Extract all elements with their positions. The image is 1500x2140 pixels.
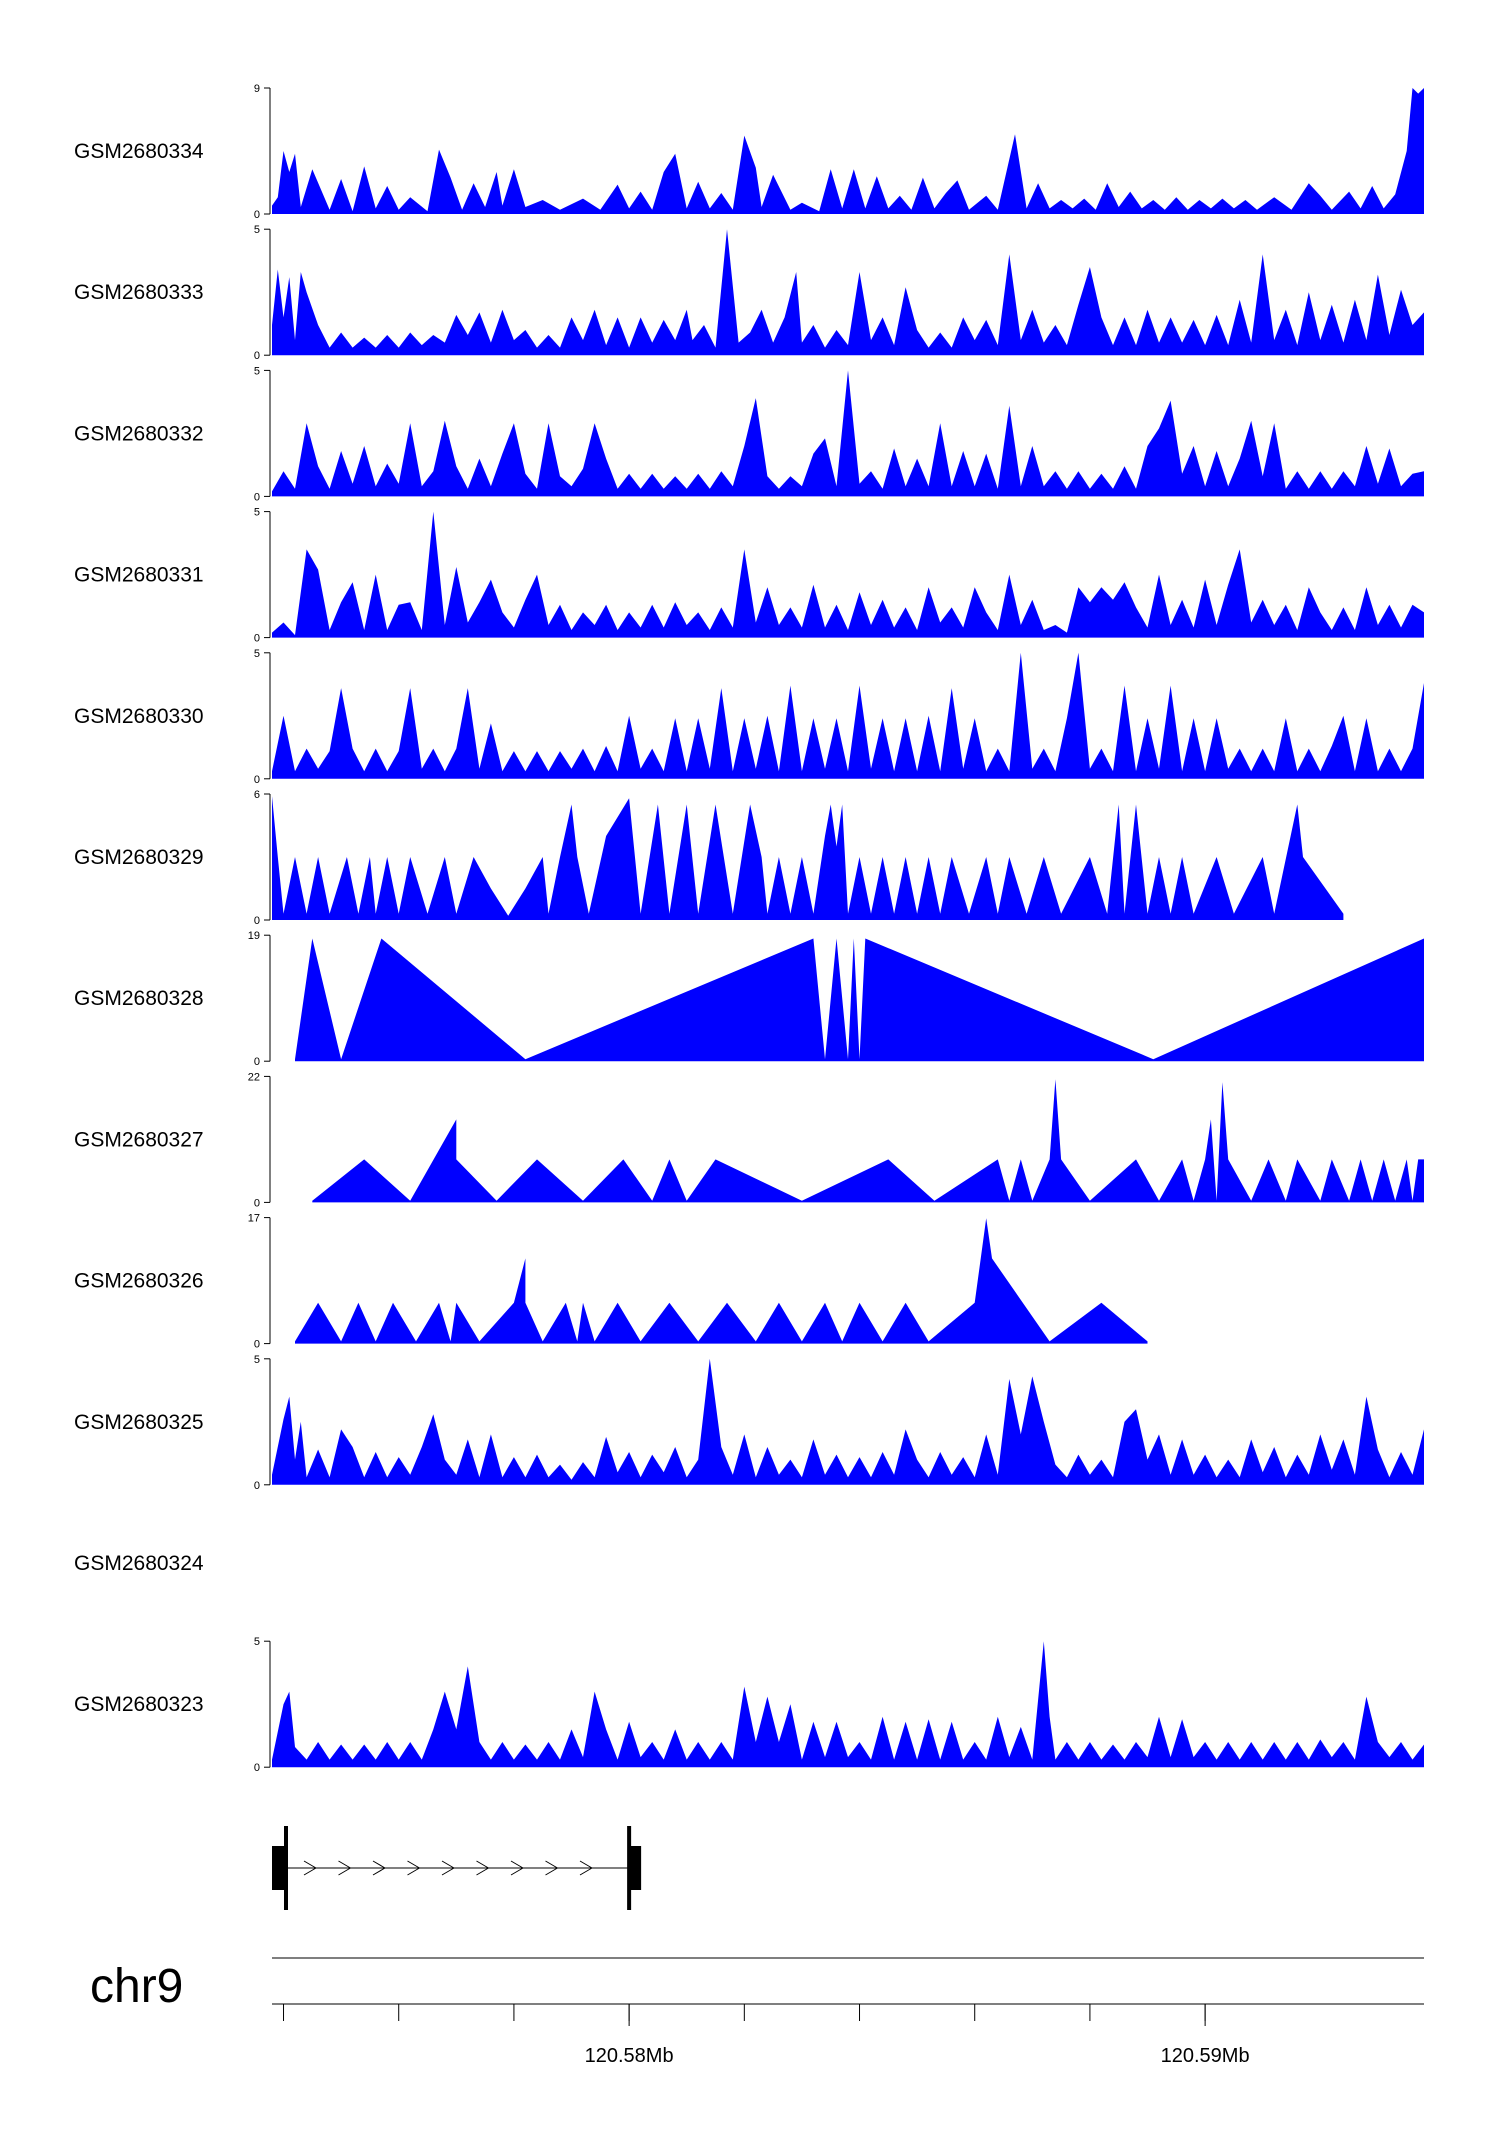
strand-chevron xyxy=(441,1860,455,1876)
signal-area xyxy=(272,796,1344,920)
y-axis-min-label: 0 xyxy=(254,1480,260,1492)
track-GSM2680329: GSM2680329 6 0 xyxy=(74,789,1344,927)
y-axis-min-label: 0 xyxy=(254,209,260,221)
signal-area xyxy=(272,1358,1424,1485)
track-GSM2680332: GSM2680332 5 0 xyxy=(74,365,1424,503)
track-label: GSM2680324 xyxy=(74,1552,204,1575)
chromosome-label: chr9 xyxy=(90,1960,183,2013)
y-axis-min-label: 0 xyxy=(254,1762,260,1774)
y-axis-min-label: 0 xyxy=(254,1197,260,1209)
y-axis-max-label: 5 xyxy=(254,1354,260,1366)
x-axis-tick-label: 120.59Mb xyxy=(1161,2045,1250,2067)
gene-boundary-bar xyxy=(284,1826,288,1910)
y-axis-max-label: 6 xyxy=(254,789,260,801)
y-axis-min-label: 0 xyxy=(254,1056,260,1068)
track-GSM2680323: GSM2680323 5 0 xyxy=(74,1636,1424,1774)
strand-chevron xyxy=(476,1860,489,1876)
strand-chevron xyxy=(545,1860,558,1876)
track-GSM2680333: GSM2680333 5 0 xyxy=(74,224,1424,362)
strand-chevron xyxy=(510,1860,524,1876)
track-label: GSM2680329 xyxy=(74,846,204,869)
track-label: GSM2680327 xyxy=(74,1128,204,1151)
signal-area xyxy=(272,511,1424,638)
track-label: GSM2680331 xyxy=(74,564,204,587)
track-GSM2680331: GSM2680331 5 0 xyxy=(74,507,1424,645)
signal-tracks: GSM268033490GSM268033350GSM268033250GSM2… xyxy=(74,83,1424,1774)
y-axis-max-label: 22 xyxy=(248,1071,260,1083)
x-axis-tick-label: 120.58Mb xyxy=(585,2045,674,2067)
y-axis-max-label: 5 xyxy=(254,224,260,236)
y-axis-max-label: 5 xyxy=(254,507,260,519)
y-axis-max-label: 19 xyxy=(248,930,260,942)
track-GSM2680325: GSM2680325 5 0 xyxy=(74,1354,1424,1492)
track-GSM2680328: GSM2680328 19 0 xyxy=(74,930,1424,1068)
track-label: GSM2680332 xyxy=(74,422,204,445)
signal-area xyxy=(272,88,1424,214)
y-axis-max-label: 5 xyxy=(254,648,260,660)
y-axis-min-label: 0 xyxy=(254,350,260,362)
signal-area xyxy=(295,1218,1148,1344)
y-axis-min-label: 0 xyxy=(254,633,260,645)
y-axis-min-label: 0 xyxy=(254,1339,260,1351)
y-axis-max-label: 17 xyxy=(248,1213,260,1225)
gene-boundary-bar xyxy=(627,1826,632,1910)
signal-area xyxy=(272,652,1424,779)
y-axis-min-label: 0 xyxy=(254,915,260,927)
track-label: GSM2680326 xyxy=(74,1270,204,1293)
track-GSM2680324: GSM2680324 xyxy=(74,1552,204,1575)
gene-exon xyxy=(629,1846,642,1890)
track-label: GSM2680323 xyxy=(74,1693,204,1716)
y-axis-min-label: 0 xyxy=(254,491,260,503)
genome-axis: chr9 120.58Mb 120.59Mb xyxy=(90,1957,1424,2067)
y-axis-max-label: 5 xyxy=(254,365,260,377)
gene-exon xyxy=(272,1846,284,1890)
y-axis-max-label: 5 xyxy=(254,1636,260,1648)
y-axis-max-label: 9 xyxy=(254,83,260,95)
y-axis-min-label: 0 xyxy=(254,774,260,786)
track-GSM2680334: GSM2680334 9 0 xyxy=(74,83,1424,221)
track-label: GSM2680330 xyxy=(74,705,204,728)
signal-area xyxy=(295,938,1424,1062)
strand-chevron xyxy=(579,1860,593,1876)
track-label: GSM2680328 xyxy=(74,987,204,1010)
signal-area xyxy=(312,1079,1424,1203)
signal-area xyxy=(272,229,1424,356)
track-label: GSM2680325 xyxy=(74,1411,204,1434)
signal-area xyxy=(272,370,1424,497)
signal-area xyxy=(272,1641,1424,1768)
strand-chevron xyxy=(303,1860,317,1876)
track-label: GSM2680334 xyxy=(74,140,204,163)
track-GSM2680326: GSM2680326 17 0 xyxy=(74,1213,1148,1351)
gene-model xyxy=(272,1826,642,1910)
track-GSM2680330: GSM2680330 5 0 xyxy=(74,648,1424,786)
track-GSM2680327: GSM2680327 22 0 xyxy=(74,1071,1424,1209)
strand-chevron xyxy=(338,1860,351,1876)
track-label: GSM2680333 xyxy=(74,281,204,304)
strand-chevron xyxy=(372,1860,386,1876)
strand-chevron xyxy=(407,1860,420,1876)
